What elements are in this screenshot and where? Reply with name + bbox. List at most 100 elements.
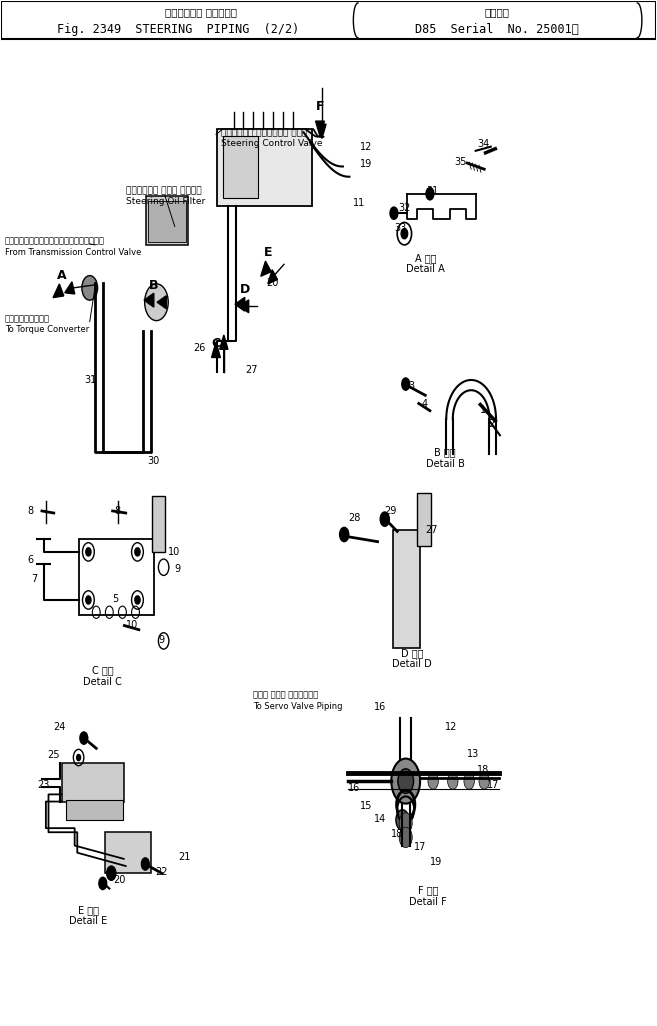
Text: 27: 27 <box>245 365 258 374</box>
Text: 12: 12 <box>445 722 457 732</box>
Text: 3: 3 <box>408 382 415 391</box>
Text: 12: 12 <box>360 142 373 152</box>
Text: E: E <box>264 245 273 259</box>
Circle shape <box>80 732 88 744</box>
Text: 適用号機: 適用号機 <box>485 7 510 17</box>
Circle shape <box>106 866 116 880</box>
Circle shape <box>464 773 474 789</box>
Text: 35: 35 <box>454 157 466 167</box>
Text: 30: 30 <box>148 456 160 466</box>
Text: Detail D: Detail D <box>392 660 432 669</box>
Text: ステアリング オイル フィルタ: ステアリング オイル フィルタ <box>125 186 201 195</box>
Text: 8: 8 <box>114 506 120 516</box>
Bar <box>417 492 431 546</box>
Text: 31: 31 <box>85 376 97 385</box>
Circle shape <box>145 284 168 321</box>
Polygon shape <box>157 295 166 309</box>
Circle shape <box>340 527 349 542</box>
Text: 11: 11 <box>353 198 365 208</box>
Bar <box>223 136 258 198</box>
Text: 22: 22 <box>155 867 168 877</box>
Text: 19: 19 <box>360 159 372 169</box>
Text: 14: 14 <box>374 814 386 824</box>
Text: 6: 6 <box>28 555 34 565</box>
Bar <box>62 762 124 801</box>
Text: Fig. 2349  STEERING  PIPING  (2/2): Fig. 2349 STEERING PIPING (2/2) <box>57 23 299 36</box>
Text: トルクコンバータへ: トルクコンバータへ <box>5 314 50 323</box>
Circle shape <box>141 858 149 870</box>
Circle shape <box>399 827 412 847</box>
Text: Steering Control Valve: Steering Control Valve <box>221 140 322 148</box>
Circle shape <box>77 754 81 760</box>
Text: 24: 24 <box>54 722 66 732</box>
Circle shape <box>479 773 489 789</box>
Text: 10: 10 <box>168 547 181 557</box>
Text: D 詳細: D 詳細 <box>401 648 424 659</box>
Bar <box>393 530 420 648</box>
Text: C: C <box>212 337 221 350</box>
Polygon shape <box>240 300 249 313</box>
Text: Detail A: Detail A <box>406 265 445 275</box>
Polygon shape <box>212 342 220 357</box>
Text: A: A <box>57 269 66 282</box>
Bar <box>79 539 154 616</box>
Bar <box>146 196 189 245</box>
Text: D: D <box>240 283 250 297</box>
Polygon shape <box>219 334 228 349</box>
Text: 20: 20 <box>113 875 125 885</box>
Text: 34: 34 <box>478 139 490 149</box>
Text: 17: 17 <box>413 841 426 852</box>
Text: 27: 27 <box>425 525 438 536</box>
Circle shape <box>380 512 390 526</box>
Text: 21: 21 <box>178 852 191 862</box>
Text: 10: 10 <box>125 620 138 630</box>
Text: 15: 15 <box>360 800 373 811</box>
Text: 8: 8 <box>28 506 34 516</box>
Text: 20: 20 <box>266 278 279 288</box>
Circle shape <box>82 276 97 301</box>
Text: 18: 18 <box>477 765 489 775</box>
Text: 28: 28 <box>348 513 361 523</box>
Text: 23: 23 <box>37 780 50 790</box>
Circle shape <box>99 877 106 890</box>
Circle shape <box>426 188 434 200</box>
Circle shape <box>428 773 438 789</box>
Polygon shape <box>261 261 271 276</box>
Bar <box>217 129 312 206</box>
Text: A 詳細: A 詳細 <box>415 253 436 264</box>
Circle shape <box>399 813 412 833</box>
Text: B: B <box>149 279 158 292</box>
Text: Detail F: Detail F <box>409 897 447 907</box>
Text: Detail C: Detail C <box>83 677 122 686</box>
Text: 25: 25 <box>47 750 60 759</box>
Polygon shape <box>318 124 326 139</box>
Text: 17: 17 <box>487 780 499 790</box>
Polygon shape <box>53 284 64 298</box>
Text: 31: 31 <box>426 186 438 196</box>
Text: 1: 1 <box>480 404 486 415</box>
Bar <box>104 832 150 873</box>
Circle shape <box>86 596 91 604</box>
Polygon shape <box>144 293 154 307</box>
Text: 16: 16 <box>348 783 361 793</box>
Circle shape <box>86 548 91 556</box>
Text: ステアリング パイピング: ステアリング パイピング <box>165 7 237 17</box>
Circle shape <box>396 810 409 830</box>
Circle shape <box>401 229 407 239</box>
Circle shape <box>135 548 140 556</box>
Text: 29: 29 <box>384 506 396 516</box>
Text: 4: 4 <box>421 398 428 408</box>
Polygon shape <box>235 298 245 311</box>
Polygon shape <box>268 270 277 284</box>
Text: Detail B: Detail B <box>426 459 464 469</box>
Bar <box>66 799 123 820</box>
Text: 19: 19 <box>430 857 442 867</box>
Text: B 詳細: B 詳細 <box>434 447 456 458</box>
Text: 13: 13 <box>467 749 480 758</box>
Circle shape <box>135 596 140 604</box>
Circle shape <box>392 758 420 803</box>
Text: ステアリング コントロール バルブ: ステアリング コントロール バルブ <box>221 128 307 136</box>
Bar <box>152 496 165 552</box>
Text: 32: 32 <box>398 203 410 213</box>
Text: To Servo Valve Piping: To Servo Valve Piping <box>253 702 343 711</box>
